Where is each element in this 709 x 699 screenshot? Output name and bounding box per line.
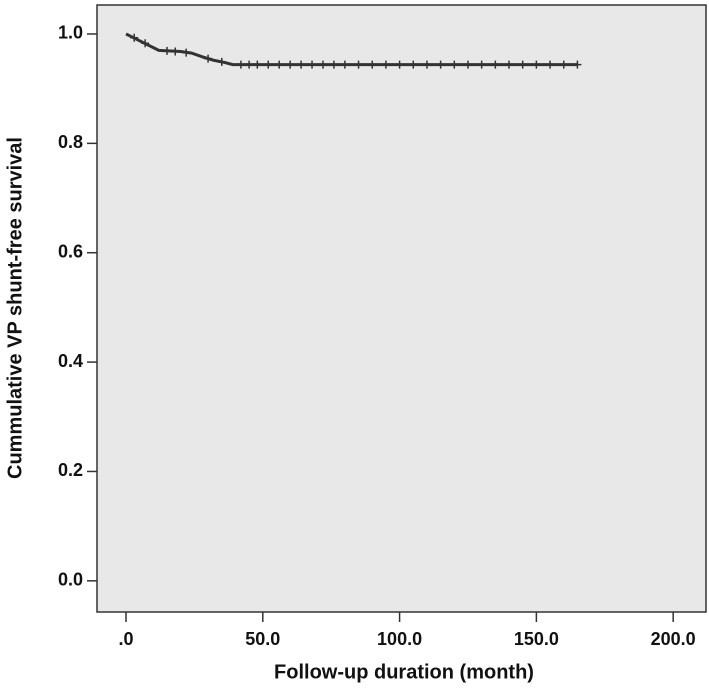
- censor-mark: [275, 60, 284, 69]
- y-axis-label: Cummulative VP shunt-free survival: [4, 137, 26, 479]
- censor-mark: [236, 60, 245, 69]
- censor-mark: [368, 60, 377, 69]
- y-tick-label: 0.4: [58, 351, 83, 371]
- censor-mark: [409, 60, 418, 69]
- censor-mark: [422, 60, 431, 69]
- y-tick-label: 0.0: [58, 570, 83, 590]
- x-axis-label: Follow-up duration (month): [274, 661, 534, 683]
- censor-mark: [532, 60, 541, 69]
- censor-mark: [141, 39, 150, 48]
- x-tick-label: 100.0: [377, 629, 422, 649]
- censor-mark: [245, 60, 254, 69]
- y-tick-label: 0.6: [58, 241, 83, 261]
- censor-mark: [329, 60, 338, 69]
- censor-mark: [505, 60, 514, 69]
- censor-mark: [559, 60, 568, 69]
- censor-mark: [518, 60, 527, 69]
- x-tick-label: 200.0: [651, 629, 696, 649]
- censor-mark: [204, 54, 213, 63]
- censor-mark: [354, 60, 363, 69]
- y-tick-label: 1.0: [58, 23, 83, 43]
- y-tick-label: 0.2: [58, 460, 83, 480]
- censor-mark: [286, 60, 295, 69]
- censor-mark: [477, 60, 486, 69]
- censor-mark: [297, 60, 306, 69]
- censor-mark: [395, 60, 404, 69]
- censor-mark: [130, 33, 139, 42]
- y-tick-label: 0.8: [58, 132, 83, 152]
- censor-mark: [463, 60, 472, 69]
- censor-mark: [163, 46, 172, 55]
- censor-mark: [182, 48, 191, 57]
- censor-mark: [340, 60, 349, 69]
- x-tick-label: .0: [118, 629, 133, 649]
- censor-mark: [573, 60, 582, 69]
- censor-mark: [171, 47, 180, 56]
- x-tick-label: 50.0: [245, 629, 280, 649]
- censor-mark: [491, 60, 500, 69]
- plot-area: [96, 4, 707, 613]
- censor-mark: [318, 60, 327, 69]
- censor-mark: [450, 60, 459, 69]
- censor-mark: [546, 60, 555, 69]
- x-tick-label: 150.0: [514, 629, 559, 649]
- censor-mark: [253, 60, 262, 69]
- censor-mark: [436, 60, 445, 69]
- censor-mark: [381, 60, 390, 69]
- censor-mark: [308, 60, 317, 69]
- censor-mark: [217, 57, 226, 66]
- censor-mark: [264, 60, 273, 69]
